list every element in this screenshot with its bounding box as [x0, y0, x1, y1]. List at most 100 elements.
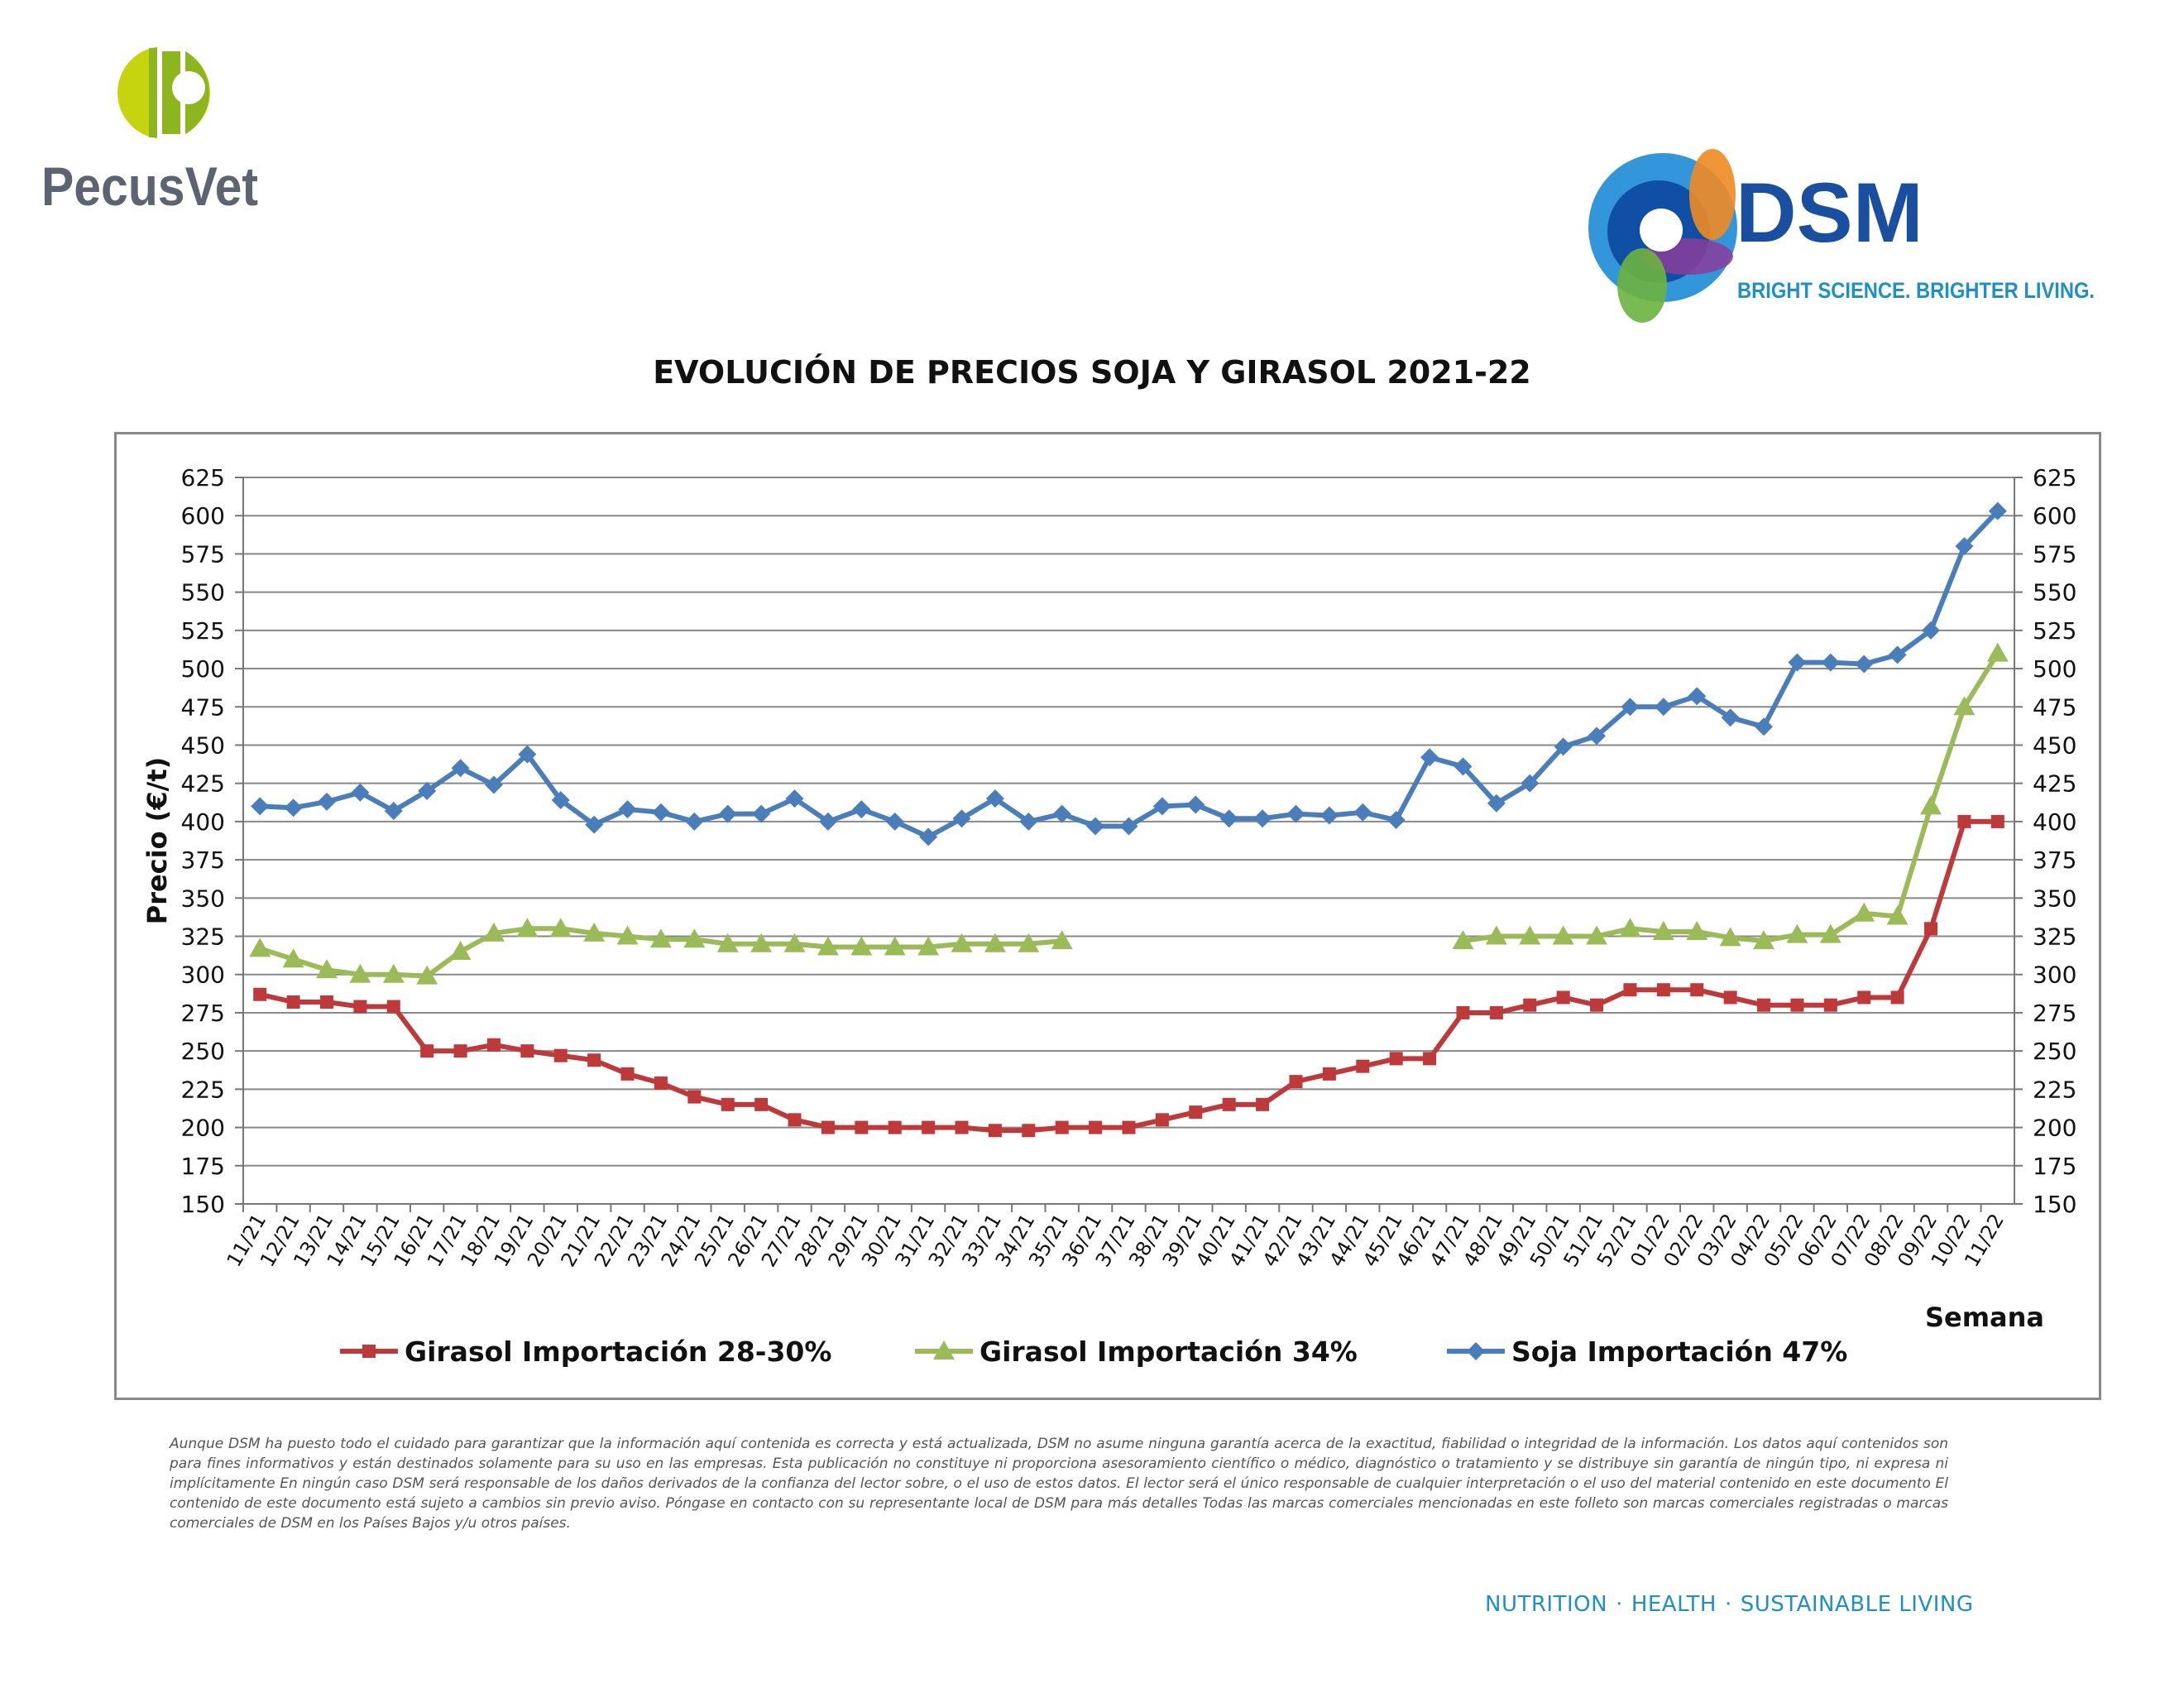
series-3-line: [260, 509, 2000, 840]
series-1-point: [654, 1076, 668, 1090]
y-tick-label-right: 225: [2033, 1076, 2076, 1103]
x-axis-title: Semana: [1925, 1302, 2044, 1333]
y-tick-label-left: 225: [181, 1076, 225, 1103]
series-2-point: [1920, 795, 1942, 815]
series-2-point: [1953, 696, 1976, 716]
footer-separator: ·: [1616, 1592, 1623, 1617]
series-1-point: [1890, 990, 1904, 1005]
series-1-point: [687, 1090, 702, 1104]
y-tick-label-left: 325: [181, 923, 225, 951]
series-1-point: [888, 1120, 902, 1134]
series-1-point: [1623, 983, 1637, 997]
disclaimer-text: Aunque DSM ha puesto todo el cuidado par…: [170, 1436, 1948, 1532]
series-2-point: [315, 959, 338, 979]
y-tick-label-right: 150: [2033, 1191, 2076, 1218]
series-3-point: [1186, 795, 1205, 814]
series-1-point: [486, 1038, 500, 1052]
y-tick-label-right: 625: [2033, 464, 2076, 492]
series-3-point: [451, 759, 470, 778]
series-2-point: [1485, 925, 1507, 945]
series-3-point: [1588, 727, 1607, 746]
legend-label: Girasol Importación 28-30%: [405, 1336, 831, 1368]
series-3-point: [1554, 737, 1573, 756]
series-2-point: [917, 936, 940, 956]
series-3-point: [518, 745, 537, 764]
series-3-point: [384, 801, 403, 820]
y-tick-label-right: 475: [2033, 693, 2076, 721]
y-tick-label-right: 300: [2033, 961, 2076, 989]
pecusvet-logo-wordmark: PecusVet: [41, 156, 258, 217]
series-2-point: [1753, 930, 1775, 950]
series-2-point: [1686, 920, 1708, 940]
series-1-point: [1924, 922, 1938, 936]
y-tick-label-left: 250: [181, 1038, 225, 1065]
y-tick-label-right: 400: [2033, 808, 2076, 836]
footer-sustainable-living: SUSTAINABLE LIVING: [1740, 1592, 1974, 1617]
series-3-point: [1119, 817, 1138, 836]
series-1-point: [1289, 1075, 1303, 1089]
series-2-point: [1519, 925, 1541, 945]
series-2-point: [1652, 920, 1674, 940]
series-2-point: [549, 918, 572, 938]
series-1-point: [286, 995, 300, 1009]
series-1-point: [1857, 990, 1871, 1005]
series-2-point: [349, 963, 371, 983]
series-3-point: [985, 789, 1004, 808]
series-2-point: [282, 948, 304, 968]
series-1-point: [1256, 1097, 1270, 1111]
dsm-logo-swirl-orange: [1689, 149, 1736, 240]
series-3-point: [351, 783, 370, 802]
series-2-point: [649, 928, 672, 948]
y-tick-label-left: 200: [181, 1115, 225, 1142]
series-2-point: [616, 925, 639, 945]
legend-label: Girasol Importación 34%: [979, 1336, 1358, 1368]
series-3-point: [1988, 501, 2007, 520]
series-2-point: [416, 965, 438, 985]
series-3-point: [551, 791, 570, 810]
series-1-point: [1690, 983, 1704, 997]
series-2-point: [382, 963, 405, 983]
series-3-point: [1654, 698, 1673, 717]
series-2-point: [817, 936, 839, 956]
series-2-point: [1786, 923, 1808, 943]
series-3-point: [752, 804, 771, 823]
footer-slogan: NUTRITION · HEALTH · SUSTAINABLE LIVING: [1485, 1592, 1974, 1617]
series-1-point: [253, 987, 267, 1001]
footer-separator: ·: [1724, 1592, 1732, 1617]
pecusvet-logo-stem-fill: [162, 51, 180, 134]
series-3-point: [1855, 655, 1874, 674]
y-tick-label-right: 425: [2033, 770, 2076, 798]
series-2-point: [449, 941, 472, 961]
series-1-group: [253, 814, 2004, 1138]
series-3-point: [919, 827, 938, 846]
series-1-point: [1456, 1005, 1470, 1019]
series-1-point: [1322, 1067, 1336, 1081]
series-1-point: [420, 1044, 434, 1058]
series-2-point: [1853, 902, 1875, 922]
y-tick-label-right: 500: [2033, 655, 2076, 683]
series-1-point: [1757, 998, 1771, 1012]
series-1-point: [788, 1113, 802, 1127]
series-1-point: [1790, 998, 1804, 1012]
y-tick-label-left: 375: [181, 846, 225, 874]
legend-label: Soja Importación 47%: [1511, 1336, 1847, 1368]
series-1-point: [721, 1097, 735, 1111]
series-3-point: [1821, 653, 1840, 672]
dsm-logo-swirl-green: [1617, 248, 1667, 323]
series-3-point: [1521, 774, 1540, 793]
series-3-point: [1253, 809, 1272, 828]
series-3-point: [1621, 698, 1640, 717]
series-1-point: [1823, 998, 1837, 1012]
y-tick-label-right: 375: [2033, 846, 2076, 874]
series-3-point: [952, 809, 971, 828]
series-1-point: [1022, 1124, 1036, 1138]
y-axis-title: Precio (€/t): [141, 757, 173, 925]
series-3-point: [852, 800, 871, 819]
series-2-point: [1051, 930, 1073, 950]
y-tick-label-left: 350: [181, 885, 225, 912]
series-1-point: [1122, 1120, 1136, 1134]
series-1-point: [587, 1053, 601, 1067]
series-3-point: [618, 800, 637, 819]
series-2-point: [683, 928, 706, 948]
y-tick-label-right: 350: [2033, 885, 2076, 912]
